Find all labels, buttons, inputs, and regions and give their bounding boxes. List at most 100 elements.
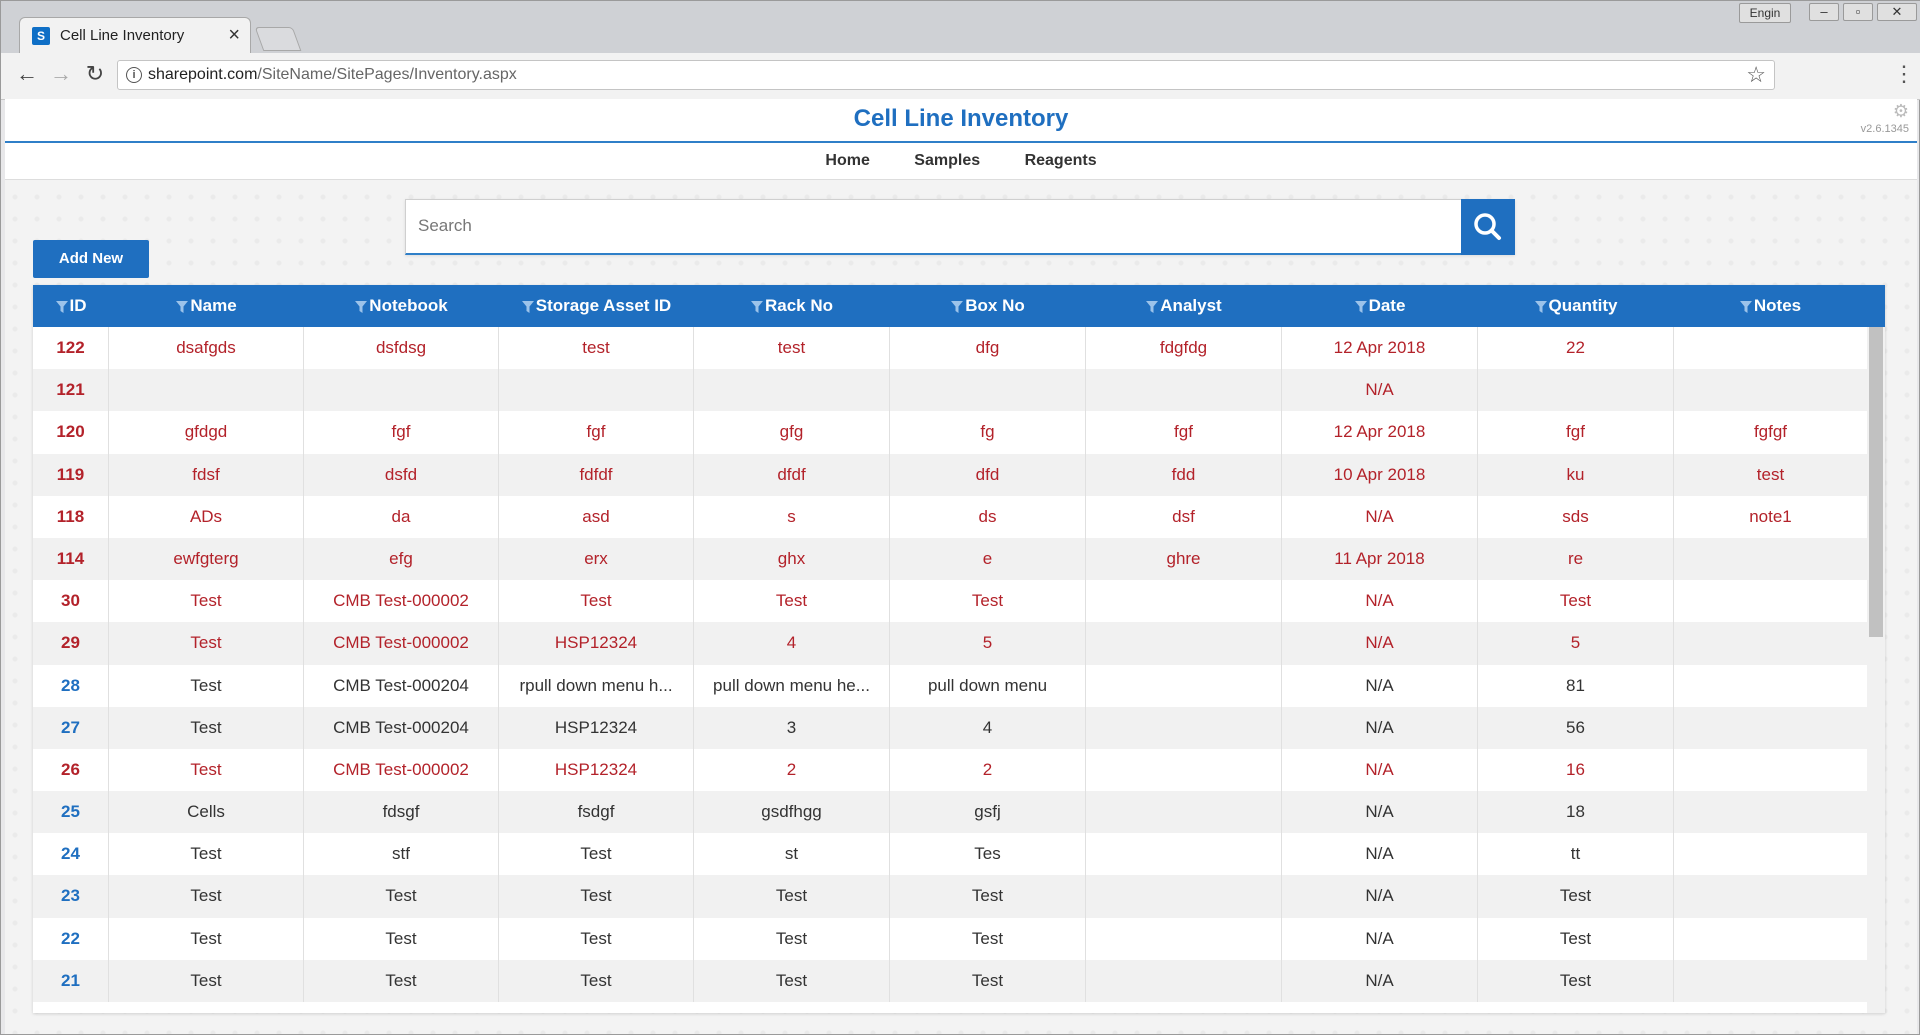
table-row[interactable]: 27 Test CMB Test-000204 HSP12324 3 4 N/A 56: [33, 706, 1867, 749]
table-cell: N/A: [1282, 622, 1478, 665]
profile-badge[interactable]: Engin: [1739, 3, 1791, 23]
table-row[interactable]: 118 ADs da asd s ds dsf N/A sds note1: [33, 495, 1867, 538]
table-cell: fdsf: [109, 453, 304, 496]
table-scrollbar[interactable]: [1867, 327, 1885, 1013]
app-header: Cell Line Inventory ⚙ v2.6.1345: [5, 99, 1917, 143]
table-row[interactable]: 121 N/A: [33, 369, 1867, 412]
filter-icon[interactable]: [176, 300, 189, 313]
table-row[interactable]: 26 Test CMB Test-000002 HSP12324 2 2 N/A 16: [33, 748, 1867, 792]
table-cell: 122: [33, 327, 109, 370]
table-cell: pull down menu: [890, 664, 1086, 707]
filter-icon[interactable]: [951, 300, 964, 313]
column-header[interactable]: Storage Asset ID: [499, 285, 694, 327]
table-cell: fdd: [1086, 453, 1282, 496]
table-cell: 27: [33, 706, 109, 749]
table-cell: Test: [1478, 917, 1674, 960]
column-header-label: Notebook: [369, 296, 448, 315]
table-cell: 25: [33, 791, 109, 834]
table-row[interactable]: 22 Test Test Test Test Test N/A Test: [33, 917, 1867, 960]
table-cell: 121: [33, 369, 109, 412]
nav-home[interactable]: Home: [825, 152, 870, 169]
table-row[interactable]: 25 Cells fdsgf fsdgf gsdfhgg gsfj N/A 18: [33, 791, 1867, 834]
gear-icon[interactable]: ⚙: [1892, 101, 1909, 121]
table-cell: Test: [109, 580, 304, 623]
filter-icon[interactable]: [1354, 300, 1367, 313]
table-cell: HSP12324: [499, 748, 694, 792]
browser-menu-icon[interactable]: ⋮: [1893, 61, 1915, 86]
table-cell: Cells: [109, 791, 304, 834]
filter-icon[interactable]: [355, 300, 368, 313]
column-header[interactable]: Date: [1282, 285, 1478, 327]
table-cell: Test: [499, 833, 694, 876]
column-header[interactable]: Box No: [890, 285, 1086, 327]
table-cell: test: [694, 327, 890, 370]
column-header-label: ID: [69, 296, 87, 315]
tab-close-icon[interactable]: ×: [228, 24, 240, 46]
filter-icon[interactable]: [1739, 300, 1752, 313]
table-cell: N/A: [1282, 369, 1478, 412]
filter-icon[interactable]: [1534, 300, 1547, 313]
table-cell: [1674, 327, 1867, 369]
table-cell: 56: [1478, 706, 1674, 749]
filter-icon[interactable]: [521, 300, 534, 313]
column-header-label: Storage Asset ID: [535, 296, 672, 315]
column-header[interactable]: Analyst: [1086, 285, 1282, 327]
new-tab-button[interactable]: [254, 27, 302, 51]
filter-icon[interactable]: [55, 300, 68, 313]
column-header[interactable]: Quantity: [1478, 285, 1674, 327]
column-header[interactable]: ID: [33, 285, 109, 327]
table-cell: [1086, 833, 1282, 876]
minimize-icon[interactable]: –: [1809, 3, 1839, 21]
nav-reagents[interactable]: Reagents: [1024, 152, 1097, 169]
add-new-button[interactable]: Add New: [33, 240, 149, 278]
address-bar[interactable]: i sharepoint.com/SiteName/SitePages/Inve…: [117, 60, 1775, 90]
column-header[interactable]: Notebook: [304, 285, 499, 327]
table-row[interactable]: 28 Test CMB Test-000204 rpull down menu h..…: [33, 664, 1867, 707]
table-row[interactable]: 114 ewfgterg efg erx ghx e ghre 11 Apr 2018 re: [33, 537, 1867, 581]
table-cell: gfdgd: [109, 411, 304, 454]
table-cell: N/A: [1282, 791, 1478, 834]
table-cell: [890, 369, 1086, 412]
scrollbar-thumb[interactable]: [1869, 327, 1883, 637]
table-row[interactable]: 119 fdsf dsfd fdfdf dfdf dfd fdd 10 Apr 2018 ku t…: [33, 453, 1867, 496]
table-row[interactable]: 122 dsafgds dsfdsg test test dfg fdgfdg 12 Apr …: [33, 327, 1867, 370]
app-title: Cell Line Inventory: [853, 105, 1069, 132]
column-header-label: Rack No: [764, 296, 834, 315]
table-cell: [1086, 748, 1282, 792]
table-cell: [1674, 875, 1867, 917]
table-cell: dsfd: [304, 453, 499, 496]
table-cell: [304, 369, 499, 412]
table-cell: dsafgds: [109, 327, 304, 370]
back-icon[interactable]: ←: [16, 61, 38, 86]
table-cell: [1086, 664, 1282, 707]
table-row[interactable]: 30 Test CMB Test-000002 Test Test Test N/A Test: [33, 580, 1867, 623]
table-cell: [1086, 791, 1282, 834]
table-row[interactable]: 29 Test CMB Test-000002 HSP12324 4 5 N/A 5: [33, 622, 1867, 665]
column-header[interactable]: Name: [109, 285, 304, 327]
table-row[interactable]: 24 Test stf Test st Tes N/A tt: [33, 833, 1867, 876]
table-cell: 4: [890, 706, 1086, 749]
search-button[interactable]: [1461, 199, 1515, 255]
table-row[interactable]: 120 gfdgd fgf fgf gfg fg fgf 12 Apr 2018 fgf fgfg…: [33, 411, 1867, 454]
table-cell: Test: [694, 959, 890, 1002]
nav-samples[interactable]: Samples: [914, 152, 981, 169]
table-cell: Test: [109, 622, 304, 665]
filter-icon[interactable]: [1146, 300, 1159, 313]
reload-icon[interactable]: ↻: [85, 61, 105, 86]
table-row[interactable]: 23 Test Test Test Test Test N/A Test: [33, 875, 1867, 918]
forward-icon[interactable]: →: [50, 61, 72, 86]
bookmark-star-icon[interactable]: ☆: [1746, 62, 1766, 87]
site-info-icon[interactable]: i: [126, 67, 142, 83]
table-cell: erx: [499, 537, 694, 581]
table-row[interactable]: 21 Test Test Test Test Test N/A Test: [33, 959, 1867, 1002]
table-cell: 11 Apr 2018: [1282, 537, 1478, 581]
table-cell: 5: [1478, 622, 1674, 665]
search-input[interactable]: [406, 200, 1456, 252]
column-header[interactable]: Notes: [1674, 285, 1867, 327]
filter-icon[interactable]: [750, 300, 763, 313]
table-cell: [1674, 749, 1867, 791]
browser-tab[interactable]: S Cell Line Inventory ×: [19, 17, 251, 53]
window-close-icon[interactable]: ✕: [1877, 3, 1917, 21]
maximize-icon[interactable]: ▫: [1843, 3, 1873, 21]
column-header[interactable]: Rack No: [694, 285, 890, 327]
